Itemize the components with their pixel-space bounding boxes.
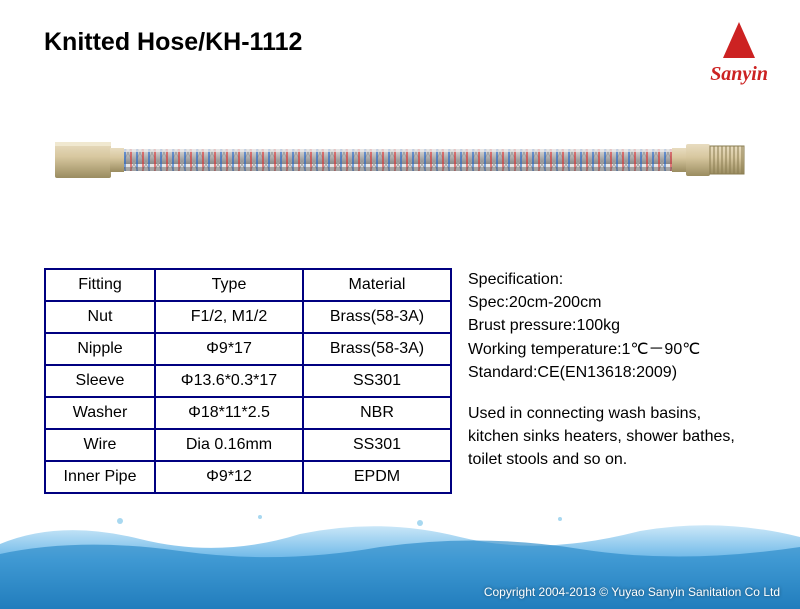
cell: Brass(58-3A) — [303, 301, 451, 333]
cell: F1/2, M1/2 — [155, 301, 303, 333]
table-row: Nipple Φ9*17 Brass(58-3A) — [45, 333, 451, 365]
table-row: Inner Pipe Φ9*12 EPDM — [45, 461, 451, 493]
cell: Wire — [45, 429, 155, 461]
usage-line: toilet stools and so on. — [468, 448, 735, 471]
cell: Dia 0.16mm — [155, 429, 303, 461]
spec-heading: Specification: — [468, 268, 735, 291]
cell: NBR — [303, 397, 451, 429]
brand-logo: Sanyin — [710, 20, 768, 86]
cell: Inner Pipe — [45, 461, 155, 493]
brand-name: Sanyin — [710, 63, 768, 86]
cell: Nipple — [45, 333, 155, 365]
product-hose-image — [50, 120, 750, 200]
specification-table: Fitting Type Material Nut F1/2, M1/2 Bra… — [44, 268, 452, 494]
table-row: Washer Φ18*11*2.5 NBR — [45, 397, 451, 429]
cell: Φ18*11*2.5 — [155, 397, 303, 429]
table-row: Sleeve Φ13.6*0.3*17 SS301 — [45, 365, 451, 397]
cell: Φ9*17 — [155, 333, 303, 365]
header-type: Type — [155, 269, 303, 301]
table-row: Nut F1/2, M1/2 Brass(58-3A) — [45, 301, 451, 333]
table-header-row: Fitting Type Material — [45, 269, 451, 301]
table-row: Wire Dia 0.16mm SS301 — [45, 429, 451, 461]
copyright-text: Copyright 2004-2013 © Yuyao Sanyin Sanit… — [484, 585, 780, 599]
cell: Φ13.6*0.3*17 — [155, 365, 303, 397]
cell: Brass(58-3A) — [303, 333, 451, 365]
cell: Φ9*12 — [155, 461, 303, 493]
logo-icon — [715, 20, 763, 62]
usage-line: kitchen sinks heaters, shower bathes, — [468, 425, 735, 448]
cell: EPDM — [303, 461, 451, 493]
spec-burst: Brust pressure:100kg — [468, 314, 735, 337]
spec-range: Spec:20cm-200cm — [468, 291, 735, 314]
header-fitting: Fitting — [45, 269, 155, 301]
cell: Nut — [45, 301, 155, 333]
cell: Sleeve — [45, 365, 155, 397]
spec-standard: Standard:CE(EN13618:2009) — [468, 361, 735, 384]
spec-temp: Working temperature:1℃－90℃ — [468, 338, 735, 361]
usage-line: Used in connecting wash basins, — [468, 402, 735, 425]
cell: SS301 — [303, 365, 451, 397]
cell: Washer — [45, 397, 155, 429]
cell: SS301 — [303, 429, 451, 461]
specification-text: Specification: Spec:20cm-200cm Brust pre… — [468, 268, 735, 472]
header-material: Material — [303, 269, 451, 301]
page-title: Knitted Hose/KH-1112 — [44, 28, 302, 57]
